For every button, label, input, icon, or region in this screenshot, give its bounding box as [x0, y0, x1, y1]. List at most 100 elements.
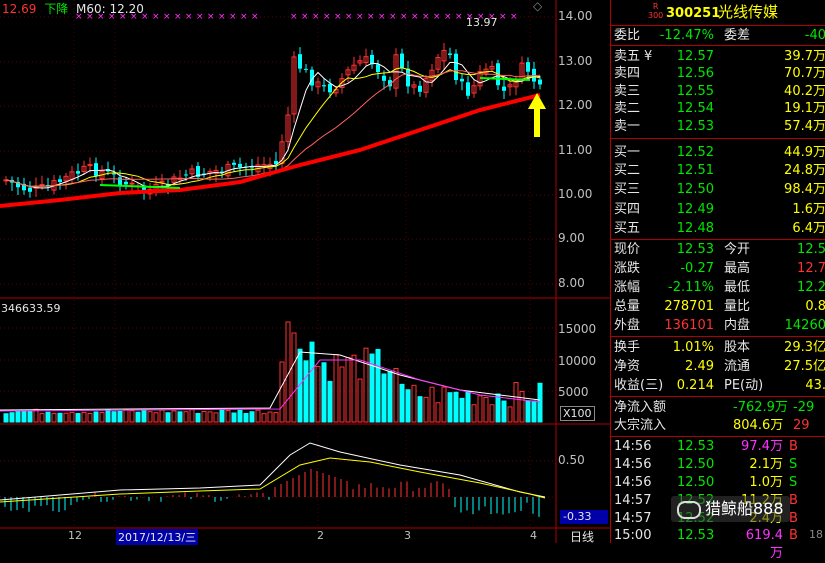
kline-chart-area[interactable]: × × × × × × × × × × × × × × × × × × × × × × × × × × × × × × × × × × × × × × 1…	[0, 0, 610, 545]
candle-body	[460, 78, 464, 82]
volume-axis-label: 10000	[558, 354, 597, 368]
candle-body	[196, 166, 200, 177]
volume-bar	[381, 373, 387, 423]
quote-value: 14260	[784, 318, 825, 333]
volume-bar	[99, 411, 105, 423]
bid-row[interactable]: 买四 12.49 1.6万	[611, 201, 825, 218]
volume-bar	[159, 409, 165, 423]
volume-bar	[51, 413, 57, 423]
signal-marker: ×	[411, 12, 419, 22]
tick-row: 15:00 12.53 619.4万 B	[611, 527, 825, 561]
candle-body	[526, 62, 530, 72]
ask-price: 12.56	[676, 66, 714, 81]
candle-body	[363, 56, 369, 64]
volume-bar	[537, 382, 543, 423]
tick-side: B	[789, 493, 798, 508]
kline-chart-svg[interactable]: × × × × × × × × × × × × × × × × × × × × ×× × × × × × × × × × × × × × × × ×	[0, 0, 610, 543]
ask-row[interactable]: 卖五 ¥ 12.57 39.7万	[611, 48, 825, 65]
bid-row[interactable]: 买五 12.48 6.4万	[611, 220, 825, 237]
signal-marker: ×	[97, 12, 105, 22]
bid-volume: 6.4万	[792, 221, 825, 236]
volume-bar	[351, 354, 357, 423]
volume-bar	[477, 395, 483, 423]
candle-body	[16, 181, 20, 188]
signal-marker: ×	[108, 12, 116, 22]
signal-marker: ×	[290, 12, 298, 22]
ask-label: 卖四	[614, 66, 641, 81]
bid-volume: 1.6万	[792, 202, 825, 217]
volume-bar	[147, 411, 153, 423]
price-axis-label: 10.00	[558, 187, 593, 201]
candle-body	[189, 168, 195, 175]
volume-bar	[141, 409, 147, 423]
ma-green-segment	[99, 184, 181, 189]
candle-body	[454, 53, 458, 81]
tick-row: 14:56 12.53 97.4万 B	[611, 438, 825, 456]
candle-body	[171, 176, 177, 183]
volume-bar	[3, 413, 9, 423]
bid-row[interactable]: 买三 12.50 98.4万	[611, 181, 825, 198]
stock-code: 300251	[666, 6, 721, 21]
ask-row[interactable]: 卖二 12.54 19.1万	[611, 100, 825, 117]
volume-bar	[489, 404, 495, 423]
period-label[interactable]: 日线	[570, 530, 595, 544]
volume-bar	[303, 360, 309, 423]
quote-row: 总量 278701 量比 0.8	[611, 298, 825, 315]
volume-bar	[231, 412, 237, 423]
volume-bar	[171, 410, 177, 423]
bid-row[interactable]: 买一 12.52 44.9万	[611, 144, 825, 161]
weicha-value: -40	[804, 28, 825, 43]
stats-value: 27.5亿	[784, 359, 825, 374]
ask-row[interactable]: 卖四 12.56 70.7万	[611, 65, 825, 82]
bid-volume: 98.4万	[784, 182, 825, 197]
volume-bar	[153, 412, 159, 423]
quote-panel: R 300 300251 光线传媒 委比 -12.47% 委差 -40 卖五 ¥…	[610, 0, 825, 561]
bid-label: 买三	[614, 182, 641, 197]
quote-value: 12.53	[676, 242, 714, 257]
candle-body	[166, 184, 170, 187]
volume-bar	[375, 348, 381, 423]
volume-bar	[237, 409, 243, 423]
signal-marker: ×	[356, 12, 364, 22]
signal-marker: ×	[163, 12, 171, 22]
signal-marker: ×	[312, 12, 320, 22]
ask-row[interactable]: 卖三 12.55 40.2万	[611, 83, 825, 100]
up-arrow-icon	[528, 93, 546, 137]
volume-bar	[429, 386, 435, 423]
candle-body	[220, 171, 224, 173]
flow-value: -762.9万	[733, 400, 788, 415]
volume-bar	[297, 348, 303, 423]
diamond-icon[interactable]: ◇	[533, 0, 543, 13]
candle-body	[376, 64, 380, 73]
flow-label: 大宗流入	[614, 418, 667, 433]
volume-bar	[465, 390, 471, 423]
stock-title: R 300 300251 光线传媒	[611, 2, 825, 24]
candle-body	[502, 86, 506, 91]
volume-bar	[411, 384, 417, 423]
volume-bar	[369, 353, 375, 423]
candle-body	[274, 160, 278, 165]
signal-marker: ×	[455, 12, 463, 22]
volume-bar	[9, 412, 15, 423]
stock-badge-bottom: 300	[648, 11, 664, 20]
candle-body	[310, 69, 314, 86]
signal-marker: ×	[301, 12, 309, 22]
candle-body	[142, 185, 146, 191]
stats-row: 收益(三) 0.214 PE(动) 43.	[611, 377, 825, 394]
page-number: 18	[809, 528, 823, 541]
signal-marker: ×	[207, 12, 215, 22]
chart-header: 12.69 下降 M60: 12.20	[2, 0, 144, 17]
stats-label: 收益(三)	[614, 378, 664, 393]
volume-bar	[393, 367, 399, 423]
quote-label: 外盘	[614, 318, 641, 333]
candle-body	[466, 82, 470, 96]
quote-row: 涨幅 -2.11% 最低 12.2	[611, 279, 825, 296]
volume-bar	[267, 411, 273, 423]
high-price-marker: 13.97	[466, 16, 498, 29]
volume-bar	[183, 411, 189, 423]
ask-row[interactable]: 卖一 12.53 57.4万	[611, 118, 825, 135]
bid-row[interactable]: 买二 12.51 24.8万	[611, 162, 825, 179]
signal-marker: ×	[488, 12, 496, 22]
stock-badge: R 300	[648, 2, 663, 20]
ma60-label: M60: 12.20	[76, 2, 144, 16]
